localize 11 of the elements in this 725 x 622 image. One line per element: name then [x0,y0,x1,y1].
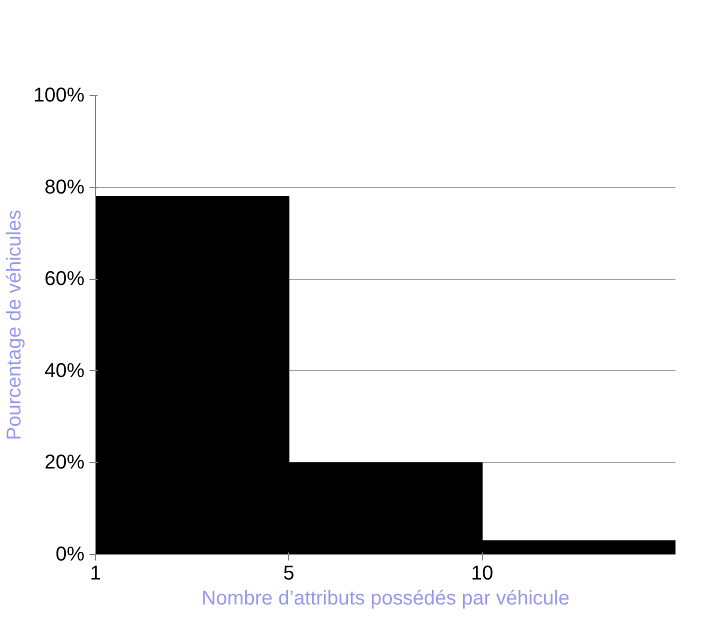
x-tick-label: 5 [283,562,294,584]
x-axis-title: Nombre d’attributs possédés par véhicule [202,588,570,610]
y-tick-label: 100% [33,84,85,106]
y-tick-label: 60% [44,268,85,290]
y-axis-title: Pourcentage de véhicules [3,210,26,440]
y-tick-label: 40% [44,360,85,382]
y-tick-label: 0% [56,544,85,566]
y-tick-label: 20% [44,452,85,474]
x-tick-label: 10 [471,562,494,584]
x-tick-label: 1 [90,562,102,584]
y-tick-label: 80% [44,176,85,198]
